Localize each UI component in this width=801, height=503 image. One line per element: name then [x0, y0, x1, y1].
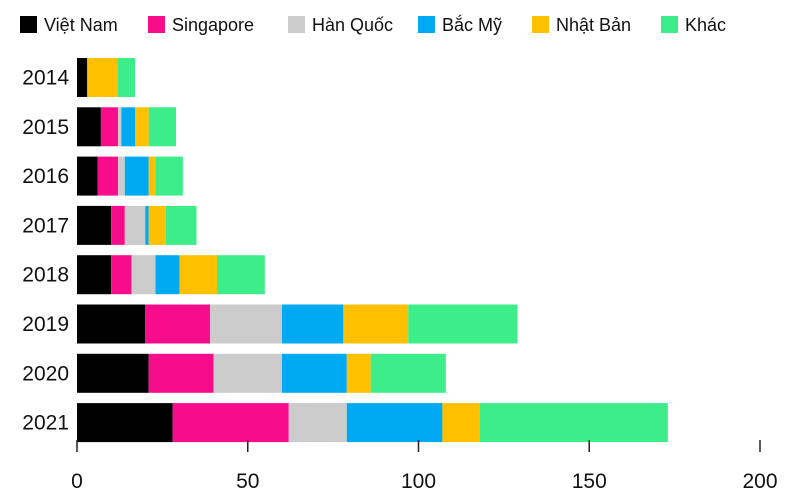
legend: Việt Nam Singapore Hàn Quốc Bắc Mỹ Nhật Bản K…: [20, 14, 726, 35]
bar-segment: [77, 107, 101, 147]
bar-segment: [145, 205, 149, 245]
legend-label: Nhật Bản: [556, 15, 631, 35]
y-axis-tick-labels: 2014 2015 2016 2017 2018 2019 2020 2021: [22, 67, 69, 435]
legend-label: Việt Nam: [44, 15, 118, 35]
bar-segment: [148, 156, 156, 196]
bar-segment: [124, 205, 146, 245]
legend-label: Bắc Mỹ: [442, 14, 502, 35]
bar-segment: [281, 304, 344, 344]
y-tick-label: 2014: [22, 67, 69, 90]
legend-swatch: [148, 16, 165, 33]
y-tick-label: 2020: [22, 362, 69, 385]
bar-segment: [131, 255, 156, 295]
bar-segment: [77, 403, 173, 443]
bar-segment: [145, 304, 211, 344]
bar-segment: [77, 205, 112, 245]
bar-segment: [77, 58, 88, 97]
legend-swatch: [532, 16, 549, 33]
x-tick-label: 150: [572, 470, 607, 493]
bar-segment: [288, 403, 347, 443]
legend-swatch: [661, 16, 678, 33]
y-tick-label: 2015: [22, 116, 69, 139]
bar-segment: [148, 353, 214, 393]
bar-segment: [87, 58, 118, 97]
x-tick-label: 0: [71, 470, 83, 493]
bar-segment: [148, 205, 166, 245]
bar-segment: [148, 107, 177, 147]
bar-segment: [117, 58, 136, 97]
bar-segment: [117, 156, 125, 196]
bar-segment: [111, 255, 132, 295]
bar-segment: [135, 107, 149, 147]
bar-segment: [179, 255, 218, 295]
bar-segment: [370, 353, 446, 393]
bars: [77, 58, 668, 443]
y-tick-label: 2018: [22, 264, 69, 287]
y-tick-label: 2021: [22, 412, 69, 435]
bar-segment: [210, 304, 282, 344]
bar-segment: [213, 353, 282, 393]
legend-label: Hàn Quốc: [312, 15, 393, 35]
legend-swatch: [418, 16, 435, 33]
bar-segment: [343, 304, 409, 344]
bar-segment: [479, 403, 668, 443]
bar-segment: [217, 255, 265, 295]
x-tick-label: 50: [236, 470, 259, 493]
bar-segment: [77, 304, 146, 344]
bar-segment: [165, 205, 197, 245]
bar-segment: [172, 403, 289, 443]
x-axis: 0 50 100 150 200: [71, 440, 778, 493]
bar-segment: [346, 403, 443, 443]
y-tick-label: 2017: [22, 214, 69, 237]
bar-segment: [111, 205, 125, 245]
bar-segment: [117, 107, 122, 147]
x-tick-label: 100: [401, 470, 436, 493]
bar-segment: [408, 304, 518, 344]
bar-segment: [346, 353, 371, 393]
legend-label: Singapore: [172, 15, 254, 35]
bar-segment: [77, 255, 112, 295]
bar-segment: [77, 156, 98, 196]
legend-swatch: [20, 16, 37, 33]
bar-segment: [442, 403, 480, 443]
y-tick-label: 2019: [22, 313, 69, 336]
bar-segment: [281, 353, 347, 393]
bar-segment: [100, 107, 118, 147]
bar-segment: [155, 156, 183, 196]
bar-segment: [97, 156, 118, 196]
bar-segment: [121, 107, 136, 147]
legend-swatch: [288, 16, 305, 33]
bar-segment: [155, 255, 180, 295]
bar-segment: [124, 156, 149, 196]
x-tick-label: 200: [742, 470, 777, 493]
y-tick-label: 2016: [22, 165, 69, 188]
legend-label: Khác: [685, 15, 726, 35]
bar-segment: [77, 353, 149, 393]
